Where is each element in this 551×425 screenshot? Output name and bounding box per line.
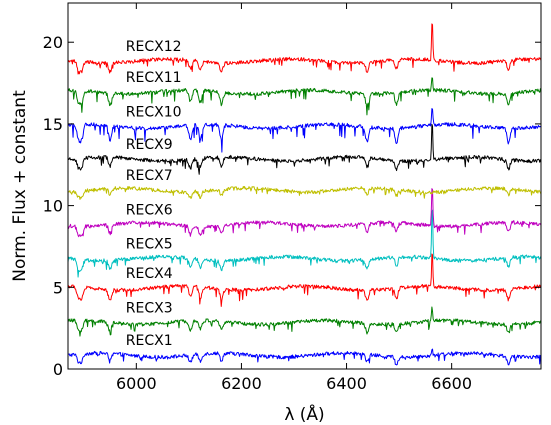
spectrum-recx7: [67, 185, 542, 200]
spectra-lines: [67, 23, 542, 366]
series-label-recx12: RECX12: [126, 39, 182, 55]
spectrum-recx5: [67, 209, 542, 278]
y-axis-title: Norm. Flux + constant: [10, 90, 30, 282]
y-tick-label: 0: [53, 360, 63, 379]
y-tick-label: 5: [53, 278, 63, 297]
series-label-recx7: RECX7: [126, 168, 173, 184]
x-tick-label: 6000: [116, 374, 157, 393]
y-tick-label: 15: [43, 115, 63, 134]
spectrum-recx11: [67, 77, 542, 116]
series-label-recx9: RECX9: [126, 137, 173, 153]
spectrum-recx6: [67, 188, 542, 238]
x-tick-label: 6600: [431, 374, 472, 393]
x-axis-title: λ (Å): [284, 403, 324, 425]
y-tick-label: 10: [43, 197, 63, 216]
spectrum-recx1: [67, 348, 542, 366]
y-axis: 0 5 10 15 20: [43, 33, 541, 379]
y-tick-label: 20: [43, 33, 63, 52]
series-label-recx5: RECX5: [126, 237, 173, 253]
spectrum-recx12: [67, 23, 542, 75]
series-label-recx1: RECX1: [126, 333, 173, 349]
spectrum-recx3: [67, 306, 542, 337]
x-tick-label: 6200: [221, 374, 262, 393]
series-label-recx10: RECX10: [126, 104, 182, 120]
series-labels: RECX1 RECX3 RECX4 RECX5 RECX6 RECX7 RECX9 RECX1…: [126, 39, 182, 349]
series-label-recx6: RECX6: [126, 202, 173, 218]
spectrum-recx9: [67, 123, 542, 175]
plot-frame: [67, 2, 542, 370]
series-label-recx11: RECX11: [126, 70, 182, 86]
x-axis: 6000 6200 6400 6600: [116, 3, 472, 393]
spectrum-recx4: [67, 253, 542, 307]
spectrum-recx10: [67, 108, 542, 153]
x-tick-label: 6400: [326, 374, 367, 393]
series-label-recx3: RECX3: [126, 300, 173, 316]
series-label-recx4: RECX4: [126, 266, 173, 282]
